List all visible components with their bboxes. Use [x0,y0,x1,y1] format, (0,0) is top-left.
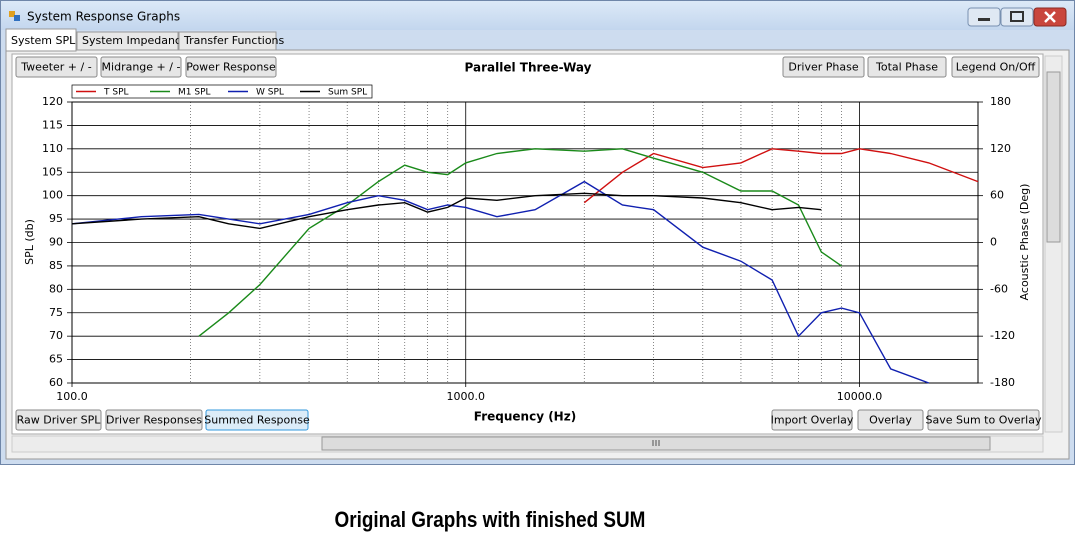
button-face[interactable] [185,56,277,78]
button[interactable]: Driver Phase [782,56,865,78]
y-tick-label: 60 [49,376,63,389]
chart-panel [11,53,1044,435]
tab[interactable] [178,31,277,51]
app-icon [14,15,20,21]
series-line [71,180,930,384]
button-label: Legend On/Off [956,61,1036,74]
legend-label: M1 SPL [178,88,211,98]
button[interactable]: Raw Driver SPL [15,409,102,431]
y2-axis-label: Acoustic Phase (Deg) [1018,184,1031,301]
vertical-scroll-thumb[interactable] [1046,71,1061,243]
button[interactable]: Legend On/Off [951,56,1040,78]
y-tick-label: 75 [49,306,63,319]
button-label: Total Phase [875,61,938,74]
legend-label: W SPL [256,88,284,98]
minimize-icon [978,18,990,21]
app-icon [9,11,15,17]
button-face[interactable] [867,56,947,78]
y2-tick-label: 180 [990,95,1011,108]
tab-label: System Impedance [82,34,188,47]
button[interactable]: Save Sum to Overlay [926,409,1042,431]
y2-tick-label: -180 [990,376,1015,389]
y2-tick-label: 0 [990,236,997,249]
window-title: System Response Graphs [27,10,180,24]
button[interactable]: Driver Responses [105,409,203,431]
y-tick-label: 95 [49,212,63,225]
button-label: Overlay [869,414,912,427]
button-label: Import Overlay [771,414,854,427]
title-bar [1,1,1074,30]
button-label: Driver Responses [106,414,202,427]
x-axis-label: Frequency (Hz) [474,410,576,424]
button-face[interactable] [15,409,102,431]
tab[interactable] [76,31,179,51]
y-tick-label: 105 [42,165,63,178]
y-tick-label: 100 [42,189,63,202]
maximize-button[interactable] [1000,7,1034,27]
button[interactable]: Total Phase [867,56,947,78]
button-label: Driver Phase [788,61,858,74]
legend-label: T SPL [103,88,129,98]
y-tick-label: 120 [42,95,63,108]
minimize-button[interactable] [967,7,1001,27]
y-tick-label: 65 [49,353,63,366]
y-tick-label: 70 [49,329,63,342]
button-face[interactable] [205,409,309,431]
button-face[interactable] [15,56,98,78]
button[interactable]: Tweeter + / - [15,56,98,78]
button-face[interactable] [927,409,1040,431]
close-icon [1044,11,1056,23]
caption: Original Graphs with finished SUM [335,508,646,533]
y2-tick-label: 60 [990,189,1004,202]
x-tick-label: 100.0 [56,390,88,403]
button-label: Tweeter + / - [20,61,91,74]
y2-tick-label: 120 [990,142,1011,155]
y-tick-label: 80 [49,282,63,295]
y2-tick-label: -60 [990,282,1008,295]
series-line [71,192,822,230]
button-label: Save Sum to Overlay [926,414,1042,427]
button-label: Midrange + / - [102,61,181,74]
maximize-icon [1010,11,1024,22]
button-face[interactable] [857,409,924,431]
scroll-grip [652,440,660,446]
button[interactable]: Overlay [857,409,924,431]
y-tick-label: 110 [42,142,63,155]
tab-label: System SPL [11,34,76,47]
button-face[interactable] [100,56,182,78]
button-label: Summed Response [204,414,310,427]
chart-title: Parallel Three-Way [465,61,592,75]
y-tick-label: 90 [49,236,63,249]
tab-label: Transfer Functions [183,34,285,47]
button[interactable]: Summed Response [204,409,310,431]
legend-label: Sum SPL [328,88,367,98]
y-tick-label: 85 [49,259,63,272]
button-face[interactable] [951,56,1040,78]
x-tick-label: 1000.0 [446,390,485,403]
button[interactable]: Midrange + / - [100,56,182,78]
y-axis-label: SPL (db) [23,219,36,265]
button-label: Raw Driver SPL [17,414,102,427]
button-label: Power Response [186,61,276,74]
series-line [583,148,979,204]
x-tick-label: 10000.0 [837,390,883,403]
button-face[interactable] [771,409,853,431]
button-face[interactable] [105,409,203,431]
legend-box [71,84,373,99]
button[interactable]: Import Overlay [771,409,854,431]
y-tick-label: 115 [42,118,63,131]
series-line [198,148,842,337]
tab[interactable] [5,28,77,52]
plot-frame [71,101,979,384]
button-face[interactable] [782,56,865,78]
button[interactable]: Power Response [185,56,277,78]
y2-tick-label: -120 [990,329,1015,342]
